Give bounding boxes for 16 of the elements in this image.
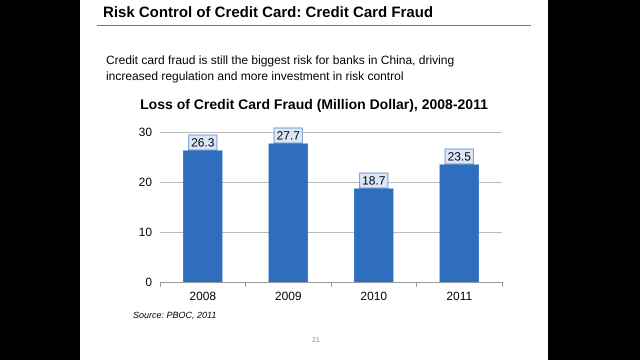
chart-subtitle: Credit card fraud is still the biggest risk for banks in China, driving increased regulation and more investment in risk control [106, 52, 456, 84]
x-tick-label: 2008 [189, 289, 216, 303]
chart-title: Risk Control of Credit Card: Credit Card Fraud [103, 4, 434, 21]
x-tick-label: 2010 [360, 289, 388, 303]
y-tick-label: 0 [145, 275, 152, 289]
x-tick-label: 2009 [274, 289, 302, 303]
text: Loss of Credit Card Fraud (Million Dollar), 2008-2011 [139, 96, 489, 112]
y-tick-label: 30 [138, 125, 152, 139]
data-label: 26.3 [191, 136, 215, 150]
y-tick-label: 10 [138, 225, 152, 239]
data-label: 18.7 [362, 174, 386, 188]
data-label: 23.5 [448, 150, 472, 164]
source-note: Source: PBOC, 2011 [133, 310, 216, 320]
y-tick-label: 20 [138, 175, 152, 189]
x-tick-label: 2011 [446, 289, 472, 303]
data-label: 27.7 [276, 128, 300, 142]
